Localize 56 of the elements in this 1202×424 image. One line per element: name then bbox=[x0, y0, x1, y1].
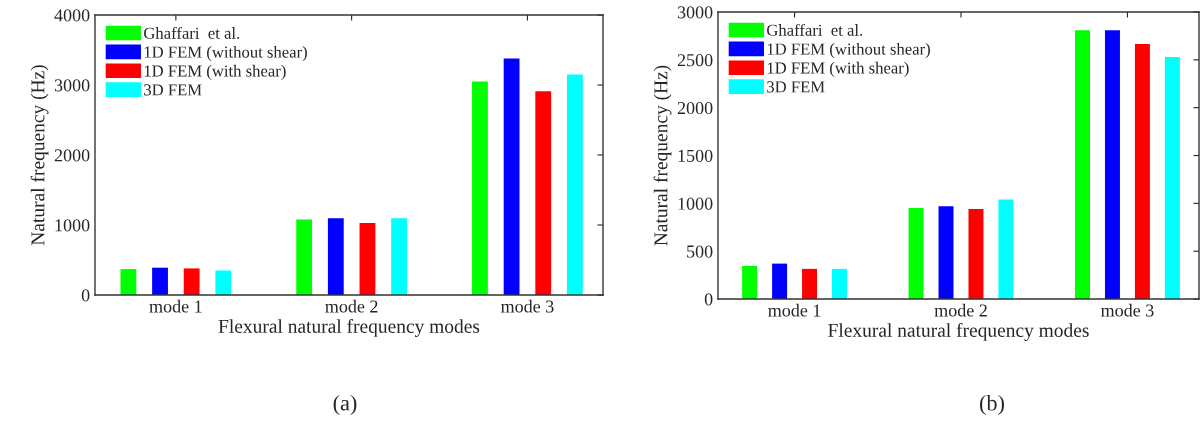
y-tick-label: 4000 bbox=[54, 9, 90, 22]
y-axis-title: Natural frequency (Hz) bbox=[653, 65, 672, 246]
legend-label: 1D FEM (with shear) bbox=[767, 61, 909, 77]
x-axis-title: Flexural natural frequency modes bbox=[828, 323, 1089, 341]
bar bbox=[566, 74, 583, 295]
bar bbox=[742, 266, 758, 299]
bar bbox=[215, 270, 232, 295]
legend-label: 3D FEM bbox=[144, 84, 202, 96]
bar bbox=[1164, 56, 1180, 299]
x-tick-label: mode 1 bbox=[149, 299, 202, 313]
legend-label: 3D FEM bbox=[767, 81, 825, 93]
bar bbox=[296, 219, 313, 295]
y-tick-label: 3000 bbox=[677, 6, 713, 19]
x-axis-title: Flexural natural frequency modes bbox=[218, 319, 480, 337]
y-tick-label: 2500 bbox=[677, 54, 713, 67]
bar bbox=[1075, 30, 1090, 299]
legend-label: Ghaffari et al. bbox=[144, 26, 240, 39]
bar bbox=[152, 267, 168, 295]
y-tick-label: 500 bbox=[687, 245, 713, 258]
y-tick-label: 0 bbox=[81, 289, 90, 302]
bar bbox=[938, 206, 954, 299]
y-tick-label: 1000 bbox=[678, 197, 713, 210]
y-tick-label: 3000 bbox=[54, 79, 90, 92]
x-tick-label: mode 2 bbox=[934, 303, 987, 317]
y-axis-title: Natural frequency (Hz) bbox=[30, 65, 49, 246]
bar bbox=[1134, 44, 1150, 299]
bar bbox=[802, 268, 818, 299]
x-tick-label: mode 3 bbox=[500, 299, 554, 313]
bar bbox=[359, 222, 376, 295]
bar bbox=[327, 218, 344, 295]
bar bbox=[1104, 30, 1120, 299]
x-tick-label: mode 3 bbox=[1100, 303, 1154, 317]
y-tick-label: 2000 bbox=[677, 101, 713, 115]
y-tick-label: 0 bbox=[704, 293, 713, 306]
y-tick-label: 1000 bbox=[55, 219, 90, 232]
text: (b) bbox=[980, 394, 1004, 416]
bar bbox=[535, 91, 552, 295]
legend-label: Ghaffari et al. bbox=[767, 23, 863, 36]
bar bbox=[908, 208, 924, 299]
bar bbox=[772, 263, 788, 299]
bar bbox=[968, 209, 984, 299]
bar bbox=[120, 269, 137, 295]
bar bbox=[183, 268, 200, 295]
bar bbox=[472, 81, 488, 295]
legend-label: 1D FEM (with shear) bbox=[144, 64, 286, 80]
y-tick-label: 2000 bbox=[54, 149, 90, 162]
y-tick-label: 1500 bbox=[678, 149, 713, 162]
bar bbox=[832, 268, 847, 299]
text: (a) bbox=[333, 394, 357, 416]
bar bbox=[391, 218, 408, 295]
bar bbox=[503, 58, 520, 295]
bar bbox=[998, 199, 1014, 299]
legend-label: 1D FEM (without shear) bbox=[767, 42, 930, 59]
legend-label: 1D FEM (without shear) bbox=[144, 45, 307, 62]
x-tick-label: mode 1 bbox=[768, 303, 821, 317]
x-tick-label: mode 2 bbox=[325, 299, 378, 313]
